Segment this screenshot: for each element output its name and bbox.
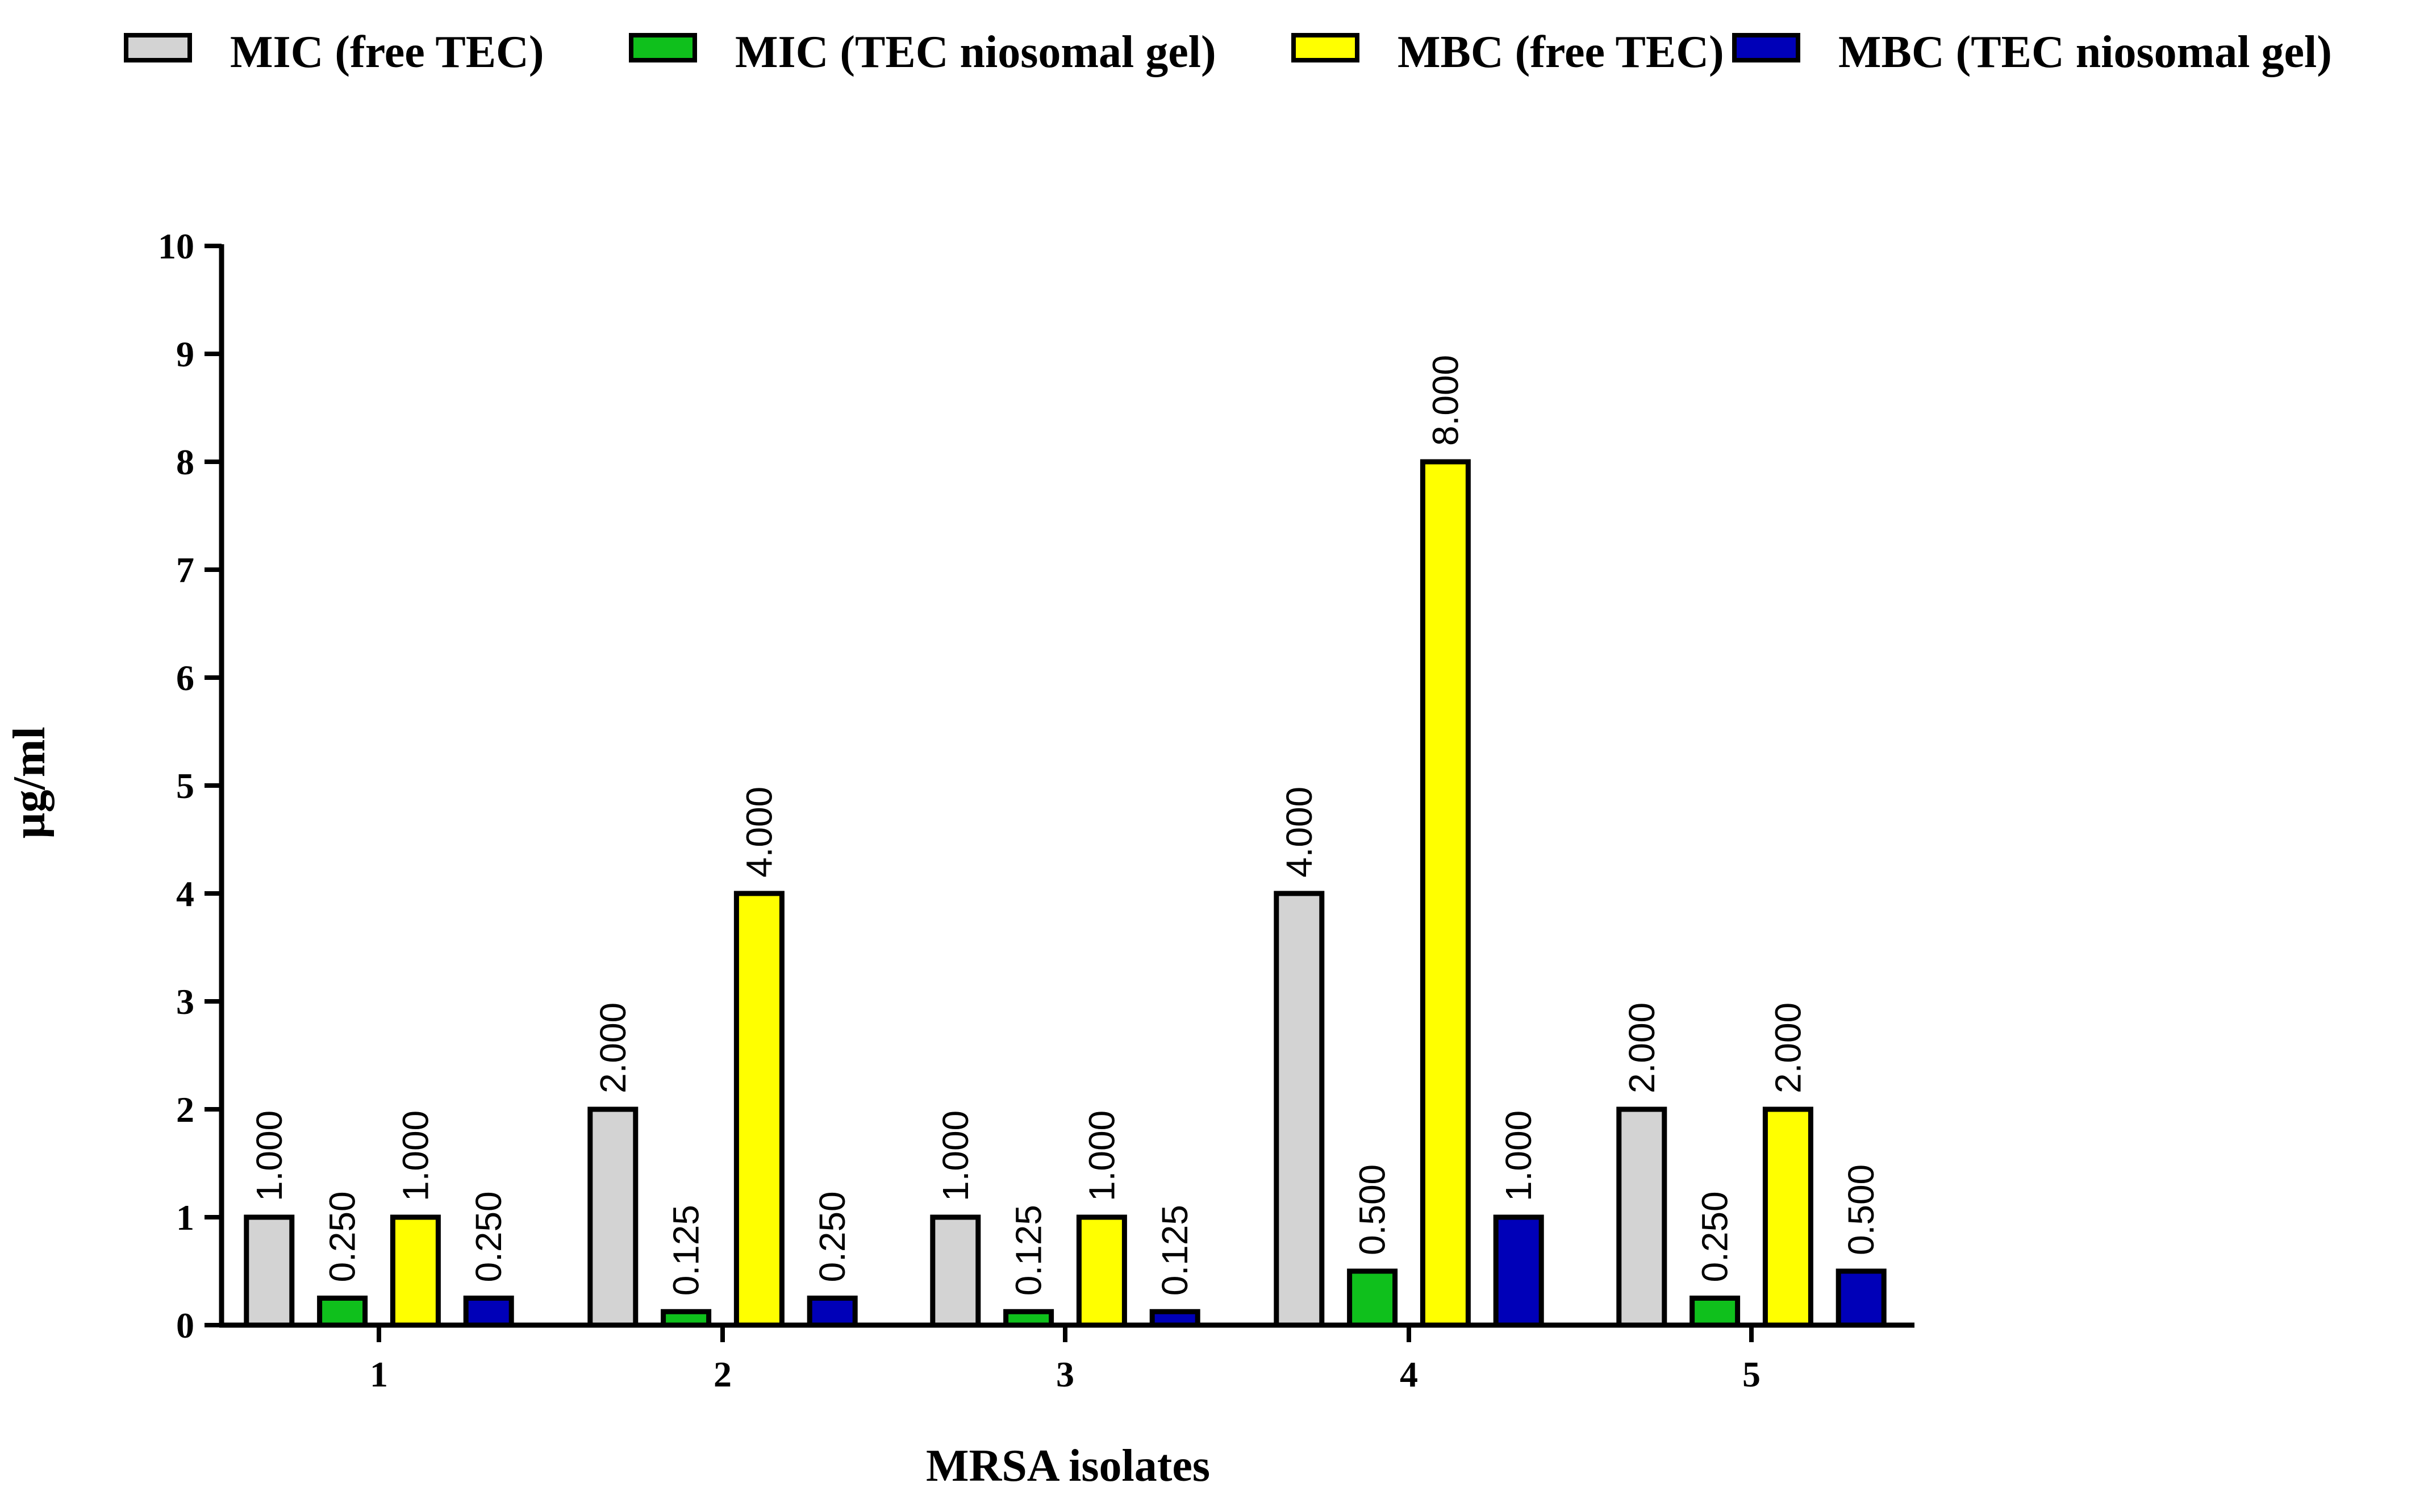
bar-data-label: 0.500 <box>1352 1164 1393 1255</box>
x-tick-label: 2 <box>714 1354 732 1394</box>
bar <box>1274 891 1325 1328</box>
legend-label: MBC (free TEC) <box>1398 27 1724 77</box>
bar <box>1347 1268 1398 1328</box>
bar-data-label: 0.125 <box>1008 1205 1049 1296</box>
bar <box>390 1214 441 1328</box>
y-tick-label: 5 <box>176 766 194 806</box>
bar <box>1690 1296 1741 1328</box>
bar <box>463 1296 514 1328</box>
bar <box>930 1214 981 1328</box>
bar-data-label: 1.000 <box>395 1110 436 1201</box>
y-tick-label: 4 <box>176 874 194 914</box>
bar-data-label: 2.000 <box>1767 1003 1808 1093</box>
bar-data-label: 2.000 <box>593 1003 633 1093</box>
x-tick-label: 4 <box>1400 1354 1418 1394</box>
y-axis-title: µg/ml <box>5 726 55 838</box>
y-tick-label: 3 <box>176 981 194 1022</box>
legend-label: MIC (free TEC) <box>230 27 544 77</box>
bar-data-label: 0.250 <box>468 1191 509 1282</box>
bar <box>317 1296 368 1328</box>
y-tick-label: 2 <box>176 1089 194 1130</box>
bar-data-label: 4.000 <box>739 787 779 878</box>
y-tick-label: 1 <box>176 1197 194 1238</box>
bar-data-label: 1.000 <box>249 1110 290 1201</box>
bar-series-group: 1.000 2.000 1.000 4.000 2.000 0.250 0.125 0.125… <box>244 355 1887 1328</box>
bar <box>733 891 785 1328</box>
bar-data-label: 1.000 <box>935 1110 976 1201</box>
bar <box>1616 1106 1667 1328</box>
x-tick-label: 1 <box>370 1354 388 1394</box>
y-axis: 0 1 2 3 4 5 6 7 8 9 10 <box>158 226 224 1346</box>
y-tick-label: 6 <box>176 658 194 698</box>
bar-data-label: 0.250 <box>322 1191 363 1282</box>
bar <box>1762 1106 1813 1328</box>
bar <box>244 1214 295 1328</box>
bar-data-label: 0.250 <box>1695 1191 1736 1282</box>
legend-swatch <box>1732 33 1800 62</box>
y-tick-label: 0 <box>176 1305 194 1346</box>
y-tick-label: 7 <box>176 550 194 590</box>
bar-data-label: 2.000 <box>1621 1003 1662 1093</box>
bar-data-label: 1.000 <box>1498 1110 1539 1201</box>
x-tick-label: 5 <box>1742 1354 1761 1394</box>
legend-label: MBC (TEC niosomal gel) <box>1838 27 2332 77</box>
bar <box>1420 459 1471 1328</box>
legend-label: MIC (TEC niosomal gel) <box>735 27 1216 77</box>
chart-legend: MIC (free TEC) MIC (TEC niosomal gel) MBC … <box>124 27 2332 77</box>
legend-swatch <box>1291 33 1359 62</box>
bar-data-label: 0.125 <box>666 1205 707 1296</box>
bar-data-label: 0.500 <box>1841 1164 1882 1255</box>
bar <box>1836 1268 1887 1328</box>
bar <box>1493 1214 1544 1328</box>
x-axis: 1 2 3 4 5 <box>219 1322 1914 1394</box>
bar-data-label: 4.000 <box>1279 787 1320 878</box>
y-tick-label: 9 <box>176 334 194 374</box>
bar-data-label: 0.125 <box>1154 1205 1195 1296</box>
bar <box>587 1106 639 1328</box>
bar <box>1076 1214 1127 1328</box>
legend-swatch <box>629 33 697 62</box>
y-tick-label: 8 <box>176 442 194 482</box>
bar <box>807 1296 858 1328</box>
y-tick-label: 10 <box>158 226 194 266</box>
x-axis-title: MRSA isolates <box>926 1441 1210 1491</box>
legend-swatch <box>124 33 192 62</box>
bar-data-label: 1.000 <box>1081 1110 1122 1201</box>
bar-data-label: 0.250 <box>812 1191 853 1282</box>
bar-data-label: 8.000 <box>1425 355 1466 446</box>
x-tick-label: 3 <box>1056 1354 1074 1394</box>
